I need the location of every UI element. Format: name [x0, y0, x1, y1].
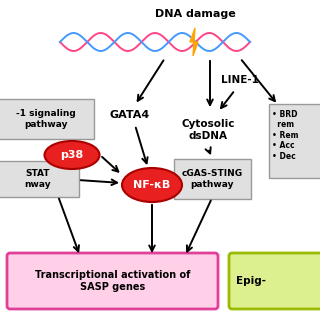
Text: • BRD
  rem
• Rem
• Acc
• Dec: • BRD rem • Rem • Acc • Dec: [272, 110, 299, 161]
FancyBboxPatch shape: [0, 99, 94, 139]
Text: DNA damage: DNA damage: [155, 9, 236, 19]
Ellipse shape: [44, 141, 100, 169]
Text: -1 signaling
pathway: -1 signaling pathway: [16, 109, 76, 129]
Text: GATA4: GATA4: [110, 110, 150, 120]
Text: p38: p38: [60, 150, 84, 160]
Text: LINE-1: LINE-1: [221, 75, 259, 85]
Text: Transcriptional activation of
SASP genes: Transcriptional activation of SASP genes: [35, 270, 191, 292]
Text: Epig-: Epig-: [236, 276, 266, 286]
FancyBboxPatch shape: [7, 253, 218, 309]
Text: NF-κB: NF-κB: [133, 180, 171, 190]
Text: Cytosolic
dsDNA: Cytosolic dsDNA: [181, 119, 235, 141]
Ellipse shape: [122, 168, 182, 202]
Text: cGAS-STING
pathway: cGAS-STING pathway: [181, 169, 243, 189]
FancyBboxPatch shape: [229, 253, 320, 309]
FancyBboxPatch shape: [269, 104, 320, 178]
Text: STAT
nway: STAT nway: [25, 169, 51, 189]
Polygon shape: [190, 28, 198, 56]
FancyBboxPatch shape: [0, 161, 79, 197]
FancyBboxPatch shape: [174, 159, 251, 199]
